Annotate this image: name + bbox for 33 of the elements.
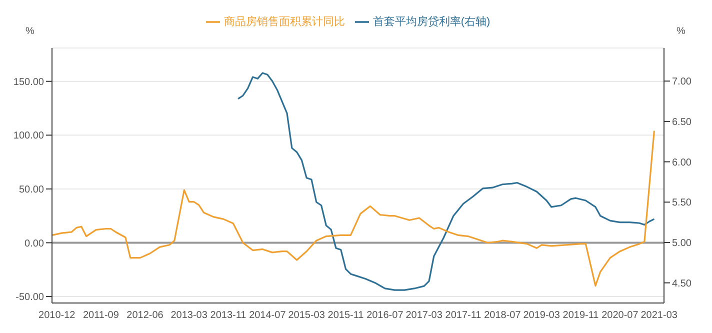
x-tick-label: 2021-03 (640, 310, 678, 322)
y-tick-label: 150.00 (13, 76, 44, 88)
x-tick-label: 2010-12 (38, 310, 76, 322)
line-series (52, 130, 656, 287)
y2-tick-label: 4.50 (672, 278, 692, 290)
x-tick-label: 2018-07 (484, 310, 522, 322)
y2-tick-label: 5.00 (672, 238, 692, 250)
y2-tick-label: 6.00 (672, 157, 692, 168)
x-tick-label: 2019-03 (523, 310, 560, 322)
x-tick-label: 2020-07 (602, 310, 639, 322)
y-tick-label: -50.00 (16, 292, 44, 304)
x-tick-label: 2012-06 (126, 310, 164, 322)
x-tick-label: 2017-03 (406, 310, 443, 322)
x-tick-label: 2017-11 (445, 310, 482, 322)
x-tick-label: 2016-07 (366, 310, 404, 322)
x-tick-label: 2011-09 (82, 310, 120, 322)
y-tick-label: 50.00 (18, 184, 44, 196)
x-tick-label: 2019-11 (562, 310, 600, 322)
y-axis-title: % (26, 26, 35, 37)
x-tick-label: 2013-03 (170, 310, 208, 322)
y2-tick-label: 6.50 (672, 116, 692, 128)
legend-label: 商品房销售面积累计同比 (224, 16, 345, 28)
x-tick-label: 2013-11 (210, 310, 247, 322)
x-tick-label: 2014-07 (249, 310, 286, 322)
y-tick-label: 0.00 (24, 238, 44, 250)
legend-label: 首套平均房贷利率(右轴) (372, 16, 490, 28)
y2-tick-label: 7.00 (672, 76, 692, 88)
x-tick-label: 2015-03 (288, 310, 326, 322)
y-tick-label: 100.00 (13, 130, 44, 142)
y2-axis-title: % (676, 26, 686, 37)
x-tick-label: 2015-11 (328, 310, 364, 322)
y2-tick-label: 5.50 (672, 198, 692, 209)
line-series (237, 72, 656, 291)
